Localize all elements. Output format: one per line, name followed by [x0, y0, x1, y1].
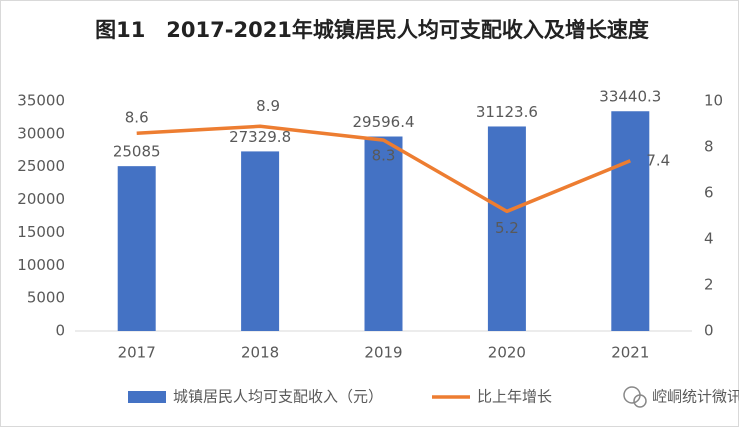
y2-tick-label: 0 — [704, 322, 714, 340]
y-tick-label: 15000 — [17, 223, 65, 241]
line-value-label: 7.4 — [646, 151, 670, 169]
watermark-icon — [633, 394, 647, 408]
x-tick-label: 2020 — [488, 344, 526, 362]
bar — [487, 126, 526, 332]
y-tick-label: 30000 — [17, 124, 65, 142]
y2-tick-label: 4 — [704, 230, 714, 248]
x-tick-label: 2018 — [241, 344, 279, 362]
y2-tick-label: 2 — [704, 276, 714, 294]
legend-label: 城镇居民人均可支配收入（元） — [173, 388, 383, 406]
legend-swatch — [128, 391, 166, 403]
chart-title: 图11 2017-2021年城镇居民人均可支配收入及增长速度 — [95, 18, 649, 42]
bar-value-label: 33440.3 — [599, 88, 661, 106]
y2-tick-label: 6 — [704, 184, 714, 202]
bar-value-label: 27329.8 — [229, 128, 291, 146]
y-tick-label: 25000 — [17, 157, 65, 175]
y-tick-label: 35000 — [17, 92, 65, 110]
y-tick-label: 5000 — [27, 289, 65, 307]
line-value-label: 8.9 — [256, 97, 280, 115]
line-value-label: 8.3 — [372, 147, 396, 165]
watermark: 崆峒统计微讯 — [652, 388, 739, 406]
bar — [241, 151, 280, 331]
x-tick-label: 2019 — [364, 344, 402, 362]
bar — [611, 111, 650, 332]
legend-label: 比上年增长 — [477, 388, 552, 406]
bar-value-label: 31123.6 — [476, 103, 538, 121]
bar-value-label: 29596.4 — [352, 113, 414, 131]
y-tick-label: 20000 — [17, 190, 65, 208]
line-value-label: 8.6 — [125, 109, 149, 127]
bar — [117, 166, 156, 331]
bar — [364, 136, 403, 331]
line-value-label: 5.2 — [495, 219, 519, 237]
x-tick-label: 2021 — [611, 344, 649, 362]
y2-tick-label: 10 — [704, 92, 723, 110]
bar-value-label: 25085 — [113, 143, 161, 161]
x-tick-label: 2017 — [118, 344, 156, 362]
y-tick-label: 10000 — [17, 256, 65, 274]
line — [136, 124, 631, 214]
y-tick-label: 0 — [55, 322, 65, 340]
y2-tick-label: 8 — [704, 138, 714, 156]
